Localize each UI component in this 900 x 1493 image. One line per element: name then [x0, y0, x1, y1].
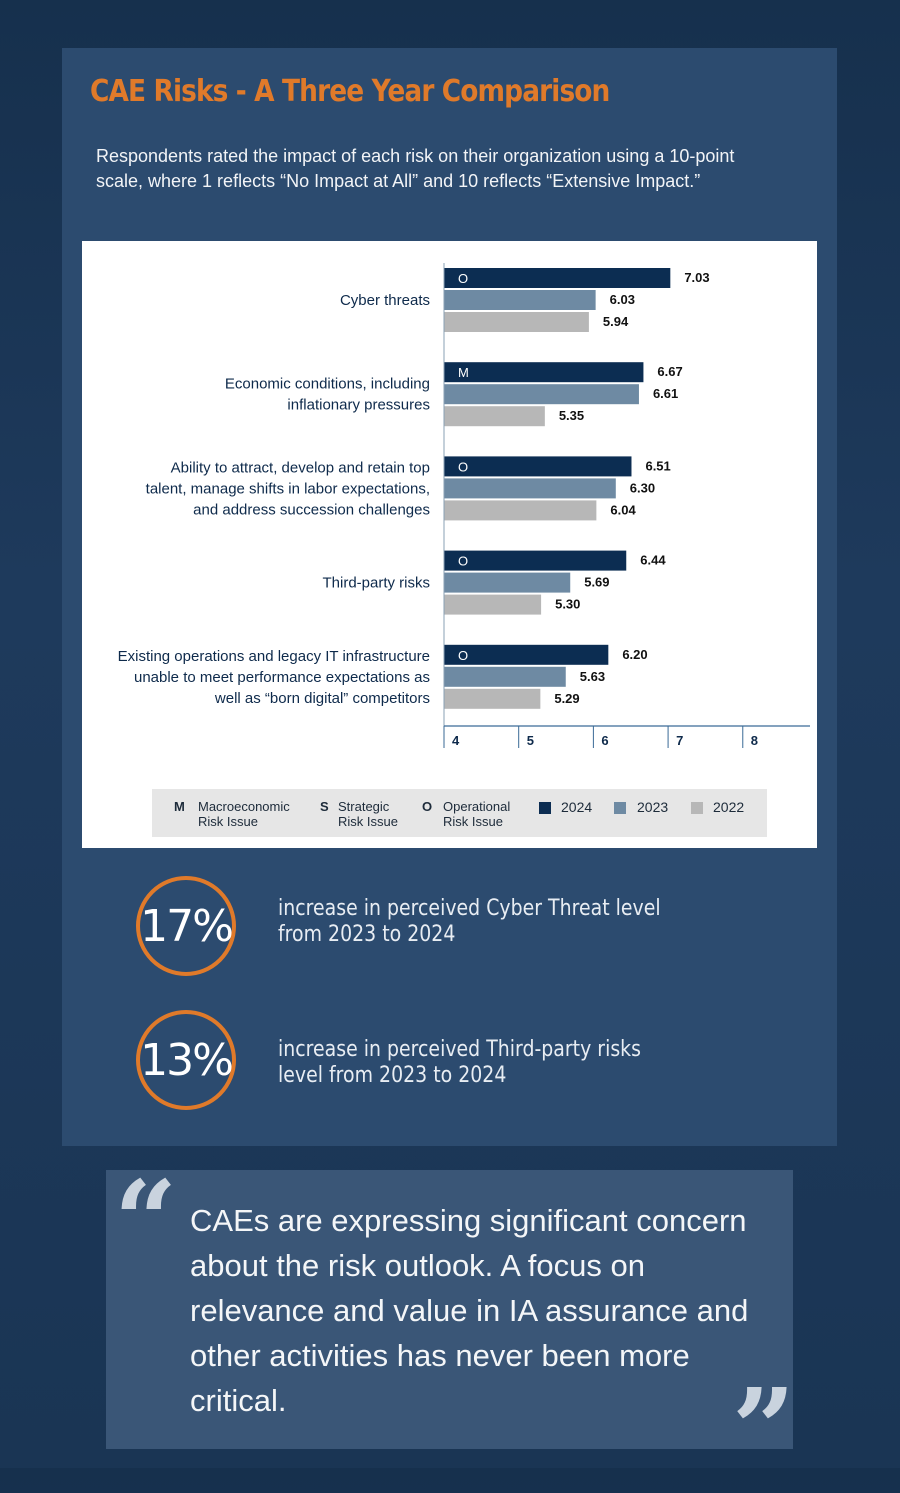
stat-third-party-ring: 13%	[136, 1010, 236, 1110]
value-label-2022-2: 6.04	[610, 502, 636, 517]
category-label-3-0: Third-party risks	[322, 575, 430, 592]
open-quote-icon: “	[114, 1156, 178, 1285]
bar-2024-3	[444, 550, 627, 571]
risk-type-code-3: O	[458, 554, 468, 569]
stat-cyber-ring: 17%	[136, 876, 236, 976]
bar-2024-2	[444, 456, 632, 477]
value-label-2023-4: 5.63	[580, 669, 605, 684]
value-label-2023-1: 6.61	[653, 386, 678, 401]
chart-legend: M Macroeconomic Risk Issue S Strategic Ris…	[152, 789, 767, 837]
x-tick-label-4: 4	[452, 733, 460, 748]
legend-strat-line1: Strategic	[338, 799, 390, 814]
bar-2022-0	[444, 312, 589, 332]
category-label-4-1: unable to meet performance expectations …	[134, 669, 430, 686]
x-tick-label-6: 6	[601, 733, 608, 748]
bar-2023-1	[444, 384, 639, 405]
risk-type-code-1: M	[458, 365, 469, 380]
bar-2023-2	[444, 478, 616, 499]
risk-type-code-0: O	[458, 271, 468, 286]
value-label-2023-2: 6.30	[630, 480, 655, 495]
value-label-2024-4: 6.20	[622, 647, 647, 662]
stat-third-party-text: increase in perceived Third-party risks …	[278, 1037, 642, 1088]
legend-2022-swatch	[691, 802, 703, 814]
stat-cyber-text: increase in perceived Cyber Threat level…	[278, 896, 661, 947]
category-label-0-0: Cyber threats	[340, 292, 430, 309]
legend-2024-label: 2024	[561, 799, 593, 815]
legend-oper-line2: Risk Issue	[443, 814, 503, 829]
legend-macro-key: M	[174, 799, 185, 814]
value-label-2023-0: 6.03	[610, 292, 635, 307]
bar-2022-2	[444, 500, 597, 521]
value-label-2024-2: 6.51	[645, 458, 670, 473]
legend-oper-line1: Operational	[443, 799, 511, 814]
legend-macro-line2: Risk Issue	[198, 814, 258, 829]
value-label-2024-0: 7.03	[684, 270, 709, 285]
legend-oper-key: O	[422, 799, 433, 814]
legend-strat-line2: Risk Issue	[338, 814, 398, 829]
main-panel: CAE Risks - A Three Year Comparison Resp…	[62, 48, 837, 1146]
category-label-2-0: Ability to attract, develop and retain t…	[171, 459, 430, 476]
quote-text: CAEs are expressing significant concern …	[190, 1203, 749, 1418]
bar-2022-1	[444, 406, 545, 427]
value-label-2024-3: 6.44	[640, 553, 666, 568]
legend-strat-key: S	[320, 799, 329, 814]
category-label-2-2: and address succession challenges	[193, 501, 430, 518]
x-tick-label-8: 8	[751, 733, 758, 748]
category-label-1-1: inflationary pressures	[287, 397, 430, 414]
legend-2022-label: 2022	[713, 799, 745, 815]
risk-bar-chart: 7.03 6.03 5.94 O Cyber threats 6.67 6.61 5.35 M E…	[118, 263, 810, 748]
legend-2023-label: 2023	[637, 799, 669, 815]
close-quote-icon: ”	[732, 1364, 796, 1493]
bar-2022-3	[444, 594, 542, 615]
category-label-4-2: well as “born digital” competitors	[214, 690, 430, 707]
bar-2024-4	[444, 644, 609, 665]
chart-card: 7.03 6.03 5.94 O Cyber threats 6.67 6.61 5.35 M E…	[82, 241, 817, 848]
value-label-2022-3: 5.30	[555, 597, 580, 612]
bar-2022-4	[444, 688, 541, 709]
risk-type-code-4: O	[458, 648, 468, 663]
bar-2023-0	[444, 290, 596, 310]
value-label-2022-0: 5.94	[603, 314, 629, 329]
category-label-4-0: Existing operations and legacy IT infras…	[118, 648, 430, 665]
x-tick-label-5: 5	[527, 733, 534, 748]
bar-2024-1	[444, 362, 644, 383]
bar-2023-3	[444, 572, 571, 593]
risk-type-code-2: O	[458, 459, 468, 474]
page-title: CAE Risks - A Three Year Comparison	[90, 74, 610, 109]
legend-macro-line1: Macroeconomic	[198, 799, 290, 814]
category-label-1-0: Economic conditions, including	[225, 376, 430, 393]
value-label-2022-4: 5.29	[554, 691, 579, 706]
quote-box: “ CAEs are expressing significant concer…	[106, 1166, 795, 1484]
bar-2023-4	[444, 666, 566, 687]
legend-2024-swatch	[539, 802, 551, 814]
value-label-2022-1: 5.35	[559, 408, 584, 423]
x-tick-label-7: 7	[676, 733, 683, 748]
legend-2023-swatch	[614, 802, 626, 814]
value-label-2024-1: 6.67	[657, 364, 682, 379]
category-label-2-1: talent, manage shifts in labor expectati…	[146, 480, 430, 497]
intro-text: Respondents rated the impact of each ris…	[96, 146, 735, 191]
bar-2024-0	[444, 268, 671, 288]
value-label-2023-3: 5.69	[584, 575, 609, 590]
